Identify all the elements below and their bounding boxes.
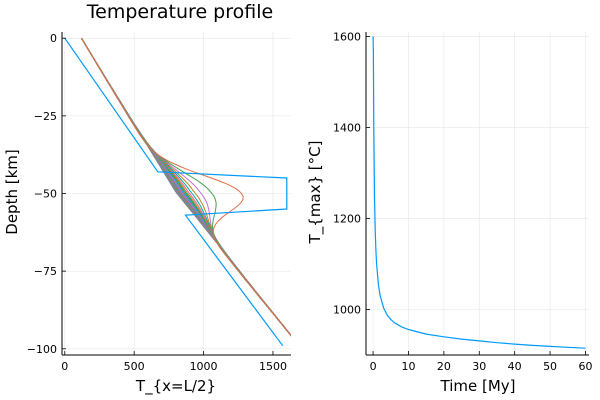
initial-profile-line xyxy=(64,37,288,347)
left-axes: 0 500 1000 1500 0 −25 −50 −75 −100 xyxy=(27,32,291,373)
tmax-line xyxy=(372,36,586,349)
right-x-axis-label: Time [My] xyxy=(440,377,516,395)
left-chart-title: Temperature profile xyxy=(86,1,273,23)
right-x-tick-label: 40 xyxy=(508,360,522,373)
temperature-profile-panel: 0 500 1000 1500 0 −25 −50 −75 −100 Temperature p… xyxy=(3,1,291,396)
profile-line xyxy=(80,37,291,337)
right-x-tick-label: 10 xyxy=(401,360,415,373)
profile-lines xyxy=(64,37,291,347)
left-x-tick-label: 500 xyxy=(124,360,145,373)
right-y-axis-label: T_{max} [°C] xyxy=(306,141,325,245)
right-y-tick-label: 1400 xyxy=(333,122,361,135)
tmax-line-group xyxy=(372,36,586,349)
right-y-tick-label: 1000 xyxy=(333,304,361,317)
right-plot-area xyxy=(366,32,589,355)
left-y-tick-label: −75 xyxy=(34,265,57,278)
left-y-tick-label: −100 xyxy=(27,343,57,356)
left-x-tick-label: 1000 xyxy=(190,360,218,373)
right-x-tick-label: 60 xyxy=(578,360,592,373)
left-y-axis-label: Depth [km] xyxy=(3,149,21,234)
right-grid xyxy=(366,32,589,355)
left-x-axis-label: T_{x=L/2} xyxy=(135,377,216,396)
left-y-tick-label: −50 xyxy=(34,188,57,201)
right-x-tick-label: 50 xyxy=(543,360,557,373)
right-x-tick-label: 20 xyxy=(437,360,451,373)
left-x-tick-label: 1500 xyxy=(259,360,287,373)
right-x-tick-label: 0 xyxy=(370,360,377,373)
left-x-tick-label: 0 xyxy=(61,360,68,373)
right-axes: 0 10 20 30 40 50 60 1000 1200 1400 1600 xyxy=(333,31,592,373)
right-x-tick-label: 30 xyxy=(472,360,486,373)
left-y-tick-label: 0 xyxy=(50,32,57,45)
left-y-tick-label: −25 xyxy=(34,110,57,123)
left-grid xyxy=(62,32,291,355)
right-y-tick-label: 1200 xyxy=(333,213,361,226)
right-y-tick-label: 1600 xyxy=(333,31,361,44)
